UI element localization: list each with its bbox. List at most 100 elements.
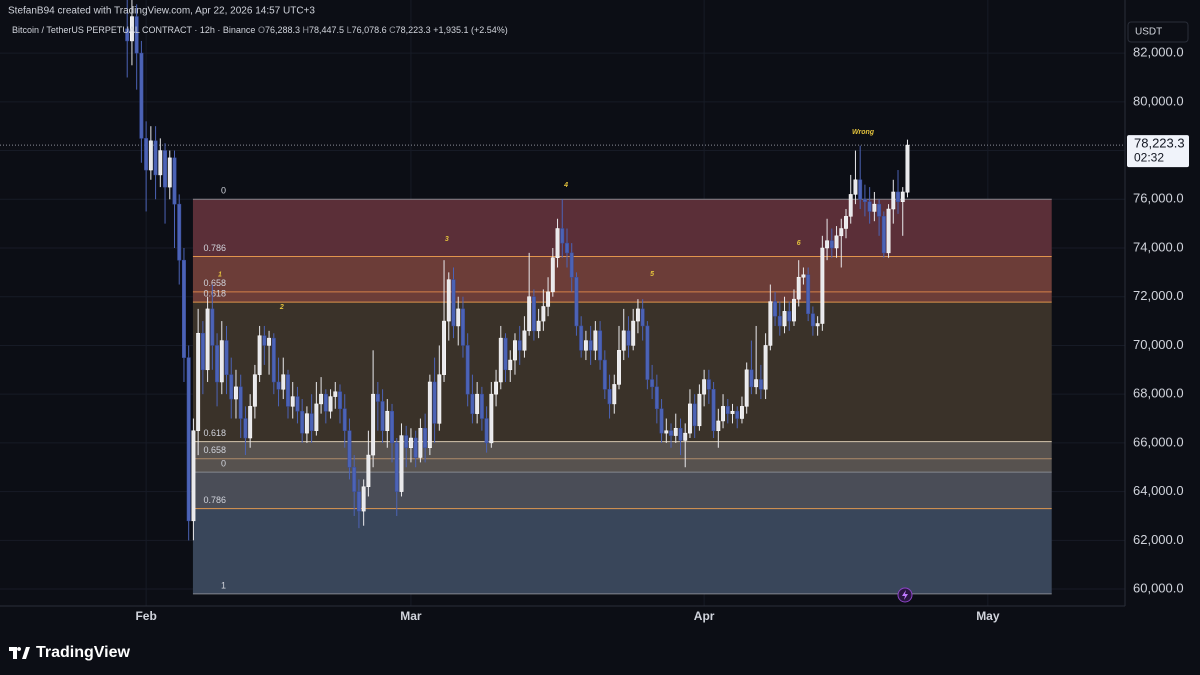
fib-label: 0 (221, 458, 226, 468)
candle-body (588, 340, 593, 351)
candle-body (777, 315, 782, 327)
candle-body (451, 279, 456, 327)
candle-body (281, 374, 286, 390)
fib-zone (192, 199, 1052, 257)
candle-body (356, 491, 361, 512)
legend-value: 78,447.5 (309, 25, 344, 35)
candle-body (153, 140, 158, 176)
candle-body (210, 308, 215, 346)
candle-body (385, 410, 390, 431)
candle-body (593, 330, 598, 351)
candle-body (456, 308, 461, 327)
wave-label: 4 (563, 182, 568, 189)
candle-body (763, 345, 768, 390)
candle-body (806, 274, 811, 315)
candle-body (607, 389, 612, 405)
currency[interactable]: USDT (1135, 27, 1162, 38)
candle-body (541, 306, 546, 322)
candle-body (517, 340, 522, 351)
candle-body (423, 428, 428, 449)
candle-body (498, 337, 503, 383)
candle-body (768, 301, 773, 346)
candle-body (834, 235, 839, 249)
y-tick-label: 74,000.0 (1133, 239, 1184, 254)
candle-body (503, 337, 508, 371)
logo-icon (9, 647, 30, 659)
candle-body (725, 406, 730, 414)
candle-body (602, 359, 607, 390)
y-tick-label: 68,000.0 (1133, 386, 1184, 401)
candle-body (621, 330, 626, 351)
candle-body (560, 228, 565, 244)
candle-body (612, 384, 617, 405)
candle-body (678, 428, 683, 441)
candle-body (238, 386, 243, 419)
candle-body (730, 410, 735, 414)
candle-body (224, 340, 229, 375)
candle-body (361, 486, 366, 512)
fib-label: 0.618 (203, 428, 226, 438)
candle-body (810, 313, 815, 327)
candle-body (304, 413, 309, 434)
candle-body (801, 274, 806, 278)
candle-body (129, 16, 134, 42)
candle-body (328, 396, 333, 412)
fib-zone (192, 441, 1052, 473)
candle-body (309, 413, 314, 431)
currency-box[interactable] (1127, 21, 1189, 43)
candle-body (371, 393, 376, 456)
candle-body (858, 179, 863, 200)
candle-body (839, 228, 844, 237)
candle-body (427, 381, 432, 449)
candle-body (342, 408, 347, 431)
fib-label: 0.658 (203, 278, 226, 288)
fib-zone (192, 302, 1052, 442)
candle-body (844, 216, 848, 229)
candle-body (446, 279, 451, 322)
y-tick-label: 76,000.0 (1133, 191, 1184, 206)
candle-body (148, 140, 153, 171)
y-tick-label: 70,000.0 (1133, 337, 1184, 352)
candle-body (702, 379, 707, 395)
candle-body (158, 150, 163, 176)
y-tick-label: 62,000.0 (1133, 532, 1184, 547)
candle-body (418, 428, 423, 458)
wave-label: 2 (279, 304, 284, 311)
candle-body (782, 311, 787, 327)
candle-body (182, 259, 186, 358)
candle-body (271, 337, 276, 383)
candle-body (546, 291, 551, 307)
legend-key: C (389, 25, 396, 35)
candle-body (654, 386, 659, 410)
y-tick-label: 66,000.0 (1133, 434, 1184, 449)
candle-body (820, 247, 825, 324)
candle-body (697, 393, 702, 427)
candle-body (413, 437, 418, 458)
candle-body (243, 418, 248, 439)
candle-body (617, 350, 621, 385)
candle-body (792, 298, 796, 322)
candle-body (267, 337, 272, 346)
candle-body (196, 333, 201, 431)
candle-body (191, 430, 196, 522)
fib-label: 0.786 (203, 495, 226, 505)
legend-change: +1,935.1 (+2.54%) (433, 25, 508, 35)
legend-value: 76,078.6 (352, 25, 387, 35)
x-tick-label: May (976, 609, 1000, 623)
candle-body (252, 374, 257, 407)
candle-body (692, 403, 697, 427)
candle-body (640, 308, 645, 327)
x-tick-label: Feb (135, 609, 156, 623)
candle-body (352, 466, 357, 492)
candle-body (461, 308, 465, 346)
candle-body (276, 381, 281, 390)
candle-body (262, 335, 267, 346)
candle-body (669, 430, 673, 436)
candle-body (219, 340, 224, 383)
credit: StefanB94 created with TradingView.com, … (8, 6, 315, 17)
wave-label: 6 (797, 240, 801, 247)
candle-body (470, 393, 475, 414)
candle-body (787, 311, 792, 322)
candle-body (673, 428, 678, 436)
